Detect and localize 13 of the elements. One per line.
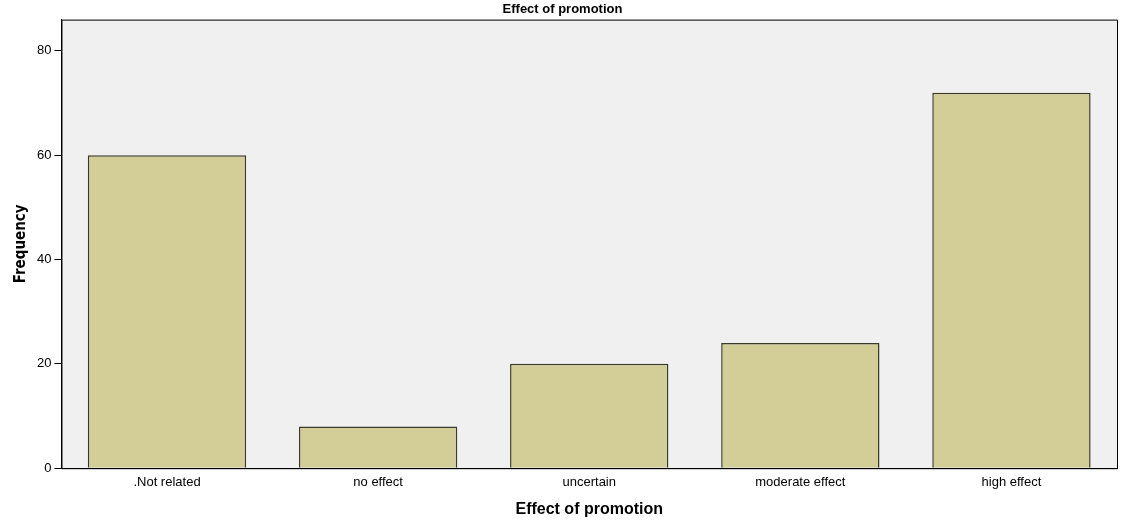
x-tick-label: uncertain <box>562 473 616 489</box>
x-tick-label: .Not related <box>133 473 201 489</box>
x-tick-label: high effect <box>981 473 1042 489</box>
y-tick-label: 60 <box>36 146 52 162</box>
x-axis-title: Effect of promotion <box>515 499 663 517</box>
y-tick-label: 0 <box>44 459 52 475</box>
x-tick-label: moderate effect <box>755 473 846 489</box>
chart-title: Effect of promotion <box>502 1 623 17</box>
y-tick-label: 20 <box>36 355 52 371</box>
y-axis-title: Frequency <box>10 204 29 284</box>
y-tick-label: 80 <box>36 42 52 58</box>
x-tick-label: no effect <box>353 473 404 489</box>
y-tick-label: 40 <box>36 251 52 267</box>
